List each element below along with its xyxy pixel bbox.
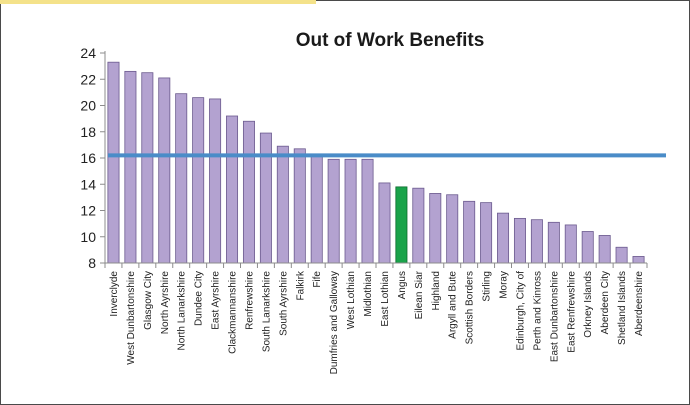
bar xyxy=(108,62,119,263)
bar xyxy=(125,71,136,263)
x-tick-label: Argyll and Bute xyxy=(448,271,459,339)
y-tick-label: 24 xyxy=(80,45,96,61)
bar xyxy=(548,222,559,263)
x-tick-label: Clackmannanshire xyxy=(228,271,239,354)
bar xyxy=(142,73,153,263)
x-tick-label: Falkirk xyxy=(295,270,306,300)
bar xyxy=(514,218,525,263)
bar xyxy=(277,146,288,263)
x-tick-label: East Dunbartonshire xyxy=(549,271,560,363)
x-tick-label: Aberdeenshire xyxy=(634,271,645,336)
bar xyxy=(497,213,508,263)
chart-title: Out of Work Benefits xyxy=(296,30,485,51)
y-tick-label: 18 xyxy=(80,124,96,140)
bars-group xyxy=(108,62,644,263)
x-tick-label: Edinburgh, City of xyxy=(515,271,526,351)
x-tick-label: East Ayrshire xyxy=(211,271,222,330)
x-tick-label: North Lanarkshire xyxy=(177,271,188,351)
x-tick-label: Eilean Siar xyxy=(414,270,425,319)
x-tick-label: Dumfries and Galloway xyxy=(329,271,340,374)
x-tick-label: Glasgow City xyxy=(143,271,154,330)
bar xyxy=(193,98,204,263)
y-tick-label: 12 xyxy=(80,203,96,219)
x-tick-label: East Renfrewshire xyxy=(566,271,577,353)
bar xyxy=(243,121,254,263)
bar xyxy=(328,159,339,263)
x-tick-label: Dundee City xyxy=(194,271,205,326)
x-tick-label: Midlothian xyxy=(363,271,374,317)
x-tick-label: East Lothian xyxy=(380,271,391,327)
y-tick-label: 14 xyxy=(80,176,96,192)
y-tick-label: 8 xyxy=(88,255,96,271)
y-axis: 8 10 12 14 16 18 20 22 24 xyxy=(80,45,105,271)
x-tick-label: Angus xyxy=(397,271,408,299)
x-tick-label: Highland xyxy=(431,271,442,310)
x-tick-label: Perth and Kinross xyxy=(532,271,543,351)
y-tick-label: 10 xyxy=(80,229,96,245)
bar xyxy=(481,203,492,263)
bar xyxy=(430,193,441,263)
x-tick-label: South Lanarkshire xyxy=(261,271,272,353)
bar xyxy=(311,154,322,263)
bar xyxy=(531,220,542,263)
bar xyxy=(362,159,373,263)
y-tick-label: 22 xyxy=(80,71,96,87)
bar xyxy=(226,116,237,263)
bar xyxy=(294,149,305,263)
bar xyxy=(633,256,644,263)
x-tick-label: Moray xyxy=(499,271,510,299)
x-tick-label: Orkney Islands xyxy=(583,271,594,338)
bar xyxy=(599,235,610,263)
bar xyxy=(582,232,593,264)
bar xyxy=(176,94,187,263)
x-tick-label: Stirling xyxy=(482,271,493,302)
bar xyxy=(210,99,221,263)
bar xyxy=(413,188,424,263)
bar xyxy=(565,225,576,263)
x-tick-label: Fife xyxy=(312,271,323,288)
y-tick-label: 16 xyxy=(80,150,96,166)
x-tick-label: South Ayrshire xyxy=(278,271,289,336)
x-tick-label: West Dunbartonshire xyxy=(126,271,137,365)
x-tick-label: West Lothian xyxy=(346,271,357,329)
x-tick-label: North Ayrshire xyxy=(160,271,171,335)
bar xyxy=(464,201,475,263)
x-tick-label: Inverclyde xyxy=(109,271,120,317)
bar xyxy=(379,183,390,263)
bar xyxy=(260,133,271,263)
bar-highlight xyxy=(396,187,407,263)
x-tick-label: Scottish Borders xyxy=(465,271,476,344)
bar xyxy=(159,78,170,263)
x-tick-label: Shetland Islands xyxy=(617,271,628,345)
y-tick-label: 20 xyxy=(80,98,96,114)
x-axis: Inverclyde West Dunbartonshire Glasgow Cit… xyxy=(105,263,647,374)
x-tick-label: Renfrewshire xyxy=(244,271,255,330)
bar xyxy=(447,195,458,263)
bar xyxy=(345,159,356,263)
x-tick-label: Aberdeen City xyxy=(600,271,611,334)
bar xyxy=(616,247,627,263)
